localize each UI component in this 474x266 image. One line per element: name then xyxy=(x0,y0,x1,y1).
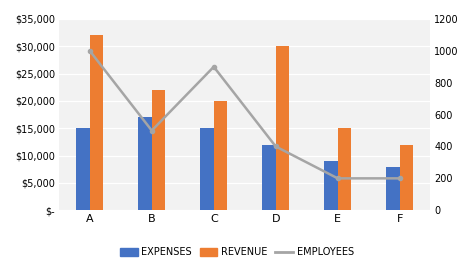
Bar xyxy=(262,145,276,210)
Legend: EXPENSES, REVENUE, EMPLOYEES: EXPENSES, REVENUE, EMPLOYEES xyxy=(116,243,358,261)
Line: EMPLOYEES: EMPLOYEES xyxy=(88,49,402,180)
EMPLOYEES xyxy=(149,129,155,132)
EMPLOYEES xyxy=(87,49,92,52)
EMPLOYEES xyxy=(335,177,341,180)
Bar xyxy=(90,35,103,210)
Bar xyxy=(214,101,228,210)
EMPLOYEES xyxy=(397,177,402,180)
Bar xyxy=(324,161,338,210)
Bar xyxy=(152,90,165,210)
Bar xyxy=(76,128,90,210)
Bar xyxy=(338,128,351,210)
EMPLOYEES xyxy=(211,65,217,68)
Bar xyxy=(276,46,290,210)
Bar xyxy=(386,167,400,210)
Bar xyxy=(200,128,214,210)
Bar xyxy=(400,145,413,210)
EMPLOYEES xyxy=(273,145,279,148)
Bar xyxy=(138,117,152,210)
